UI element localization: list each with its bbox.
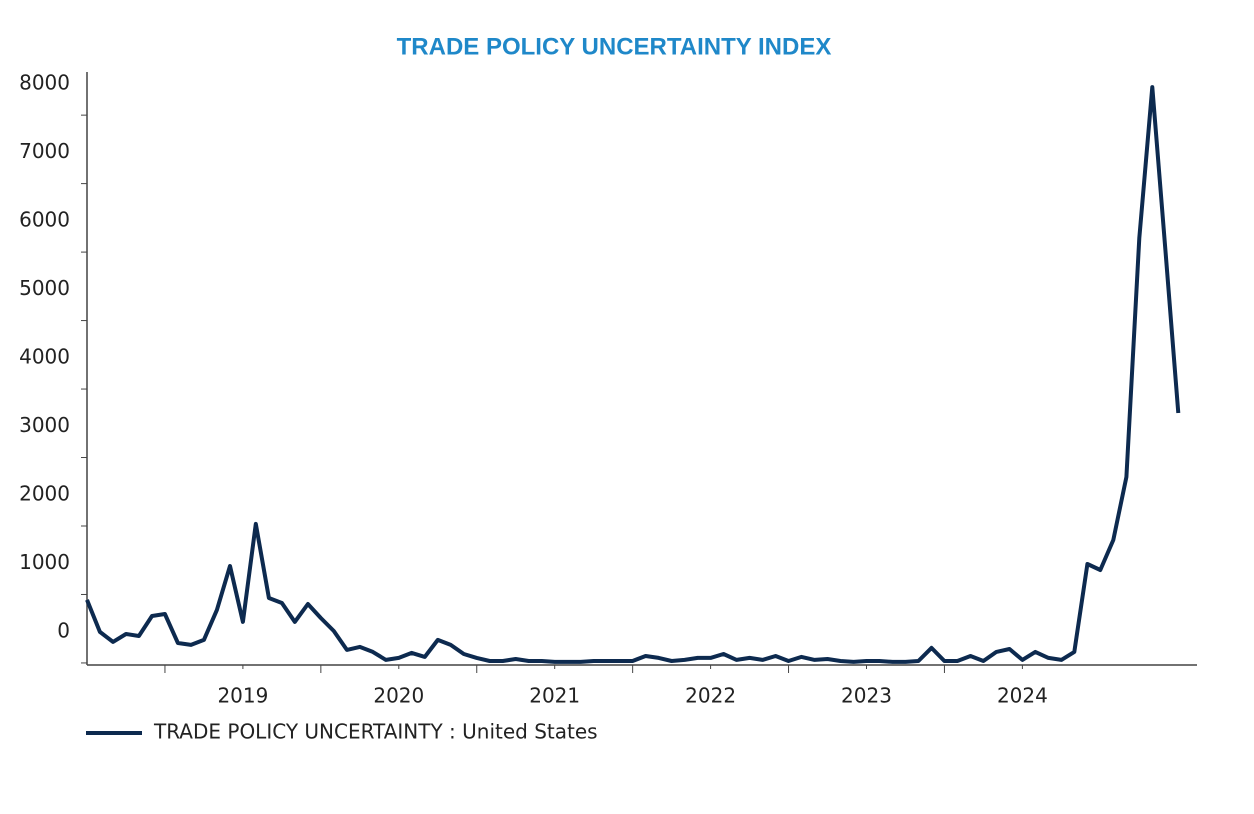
x-tick-label: 2024 xyxy=(997,684,1048,708)
x-tick-label: 2021 xyxy=(529,684,580,708)
x-tick-label: 2022 xyxy=(685,684,736,708)
chart-title: TRADE POLICY UNCERTAINTY INDEX xyxy=(397,33,832,60)
y-tick-label: 3000 xyxy=(19,413,70,437)
y-tick-label: 8000 xyxy=(19,71,70,95)
series-line xyxy=(85,85,1181,664)
y-tick-label: 7000 xyxy=(19,139,70,163)
y-tick-label: 6000 xyxy=(19,208,70,232)
y-tick-label: 0 xyxy=(57,618,70,642)
y-tick-label: 5000 xyxy=(19,276,70,300)
y-tick-label: 1000 xyxy=(19,550,70,574)
x-tick-label: 2020 xyxy=(373,684,424,708)
legend-label: TRADE POLICY UNCERTAINTY : United States xyxy=(153,720,598,744)
y-tick-label: 2000 xyxy=(19,481,70,505)
x-tick-label: 2023 xyxy=(841,684,892,708)
x-tick-label: 2019 xyxy=(217,684,268,708)
y-tick-label: 4000 xyxy=(19,345,70,369)
